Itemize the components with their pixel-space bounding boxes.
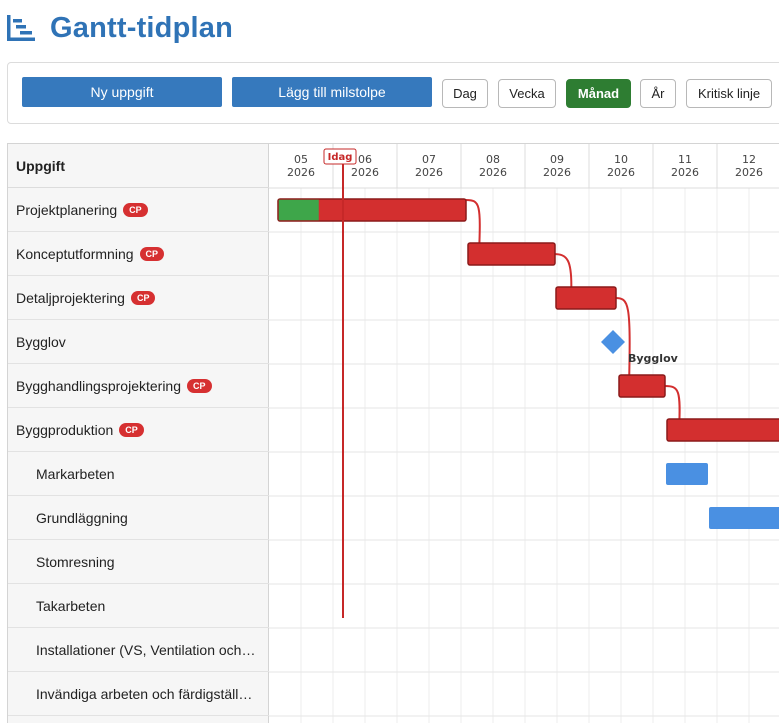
task-row[interactable]: Projektplanering CP (8, 188, 269, 232)
task-name: Projektplanering (16, 201, 118, 218)
year-label: 2026 (735, 166, 763, 179)
page-title: Gantt-tidplan (50, 11, 234, 44)
view-day-button[interactable]: Dag (442, 79, 488, 108)
progress-fill (278, 199, 319, 221)
task-bar-detaljprojektering[interactable] (555, 286, 617, 310)
task-row[interactable]: Stomresning (8, 540, 269, 584)
task-row[interactable]: Konceptutformning CP (8, 232, 269, 276)
view-month-button[interactable]: Månad (566, 79, 631, 108)
month-label: 10 (614, 153, 628, 166)
today-marker (323, 148, 357, 165)
month-label: 07 (422, 153, 436, 166)
month-label: 05 (294, 153, 308, 166)
month-label: 12 (742, 153, 756, 166)
task-row[interactable]: Bygghandlingsprojektering CP (8, 364, 269, 408)
new-task-button[interactable]: Ny uppgift (22, 77, 222, 107)
month-label: 06 (358, 153, 372, 166)
task-name: Bygghandlingsprojektering (16, 377, 181, 394)
today-label: Idag (328, 152, 353, 163)
task-name: Detaljprojektering (16, 289, 125, 306)
view-week-button[interactable]: Vecka (498, 79, 556, 108)
page-header: Gantt-tidplan (6, 8, 233, 48)
year-label: 2026 (479, 166, 507, 179)
year-label: 2026 (287, 166, 315, 179)
task-row[interactable]: Markarbeten (8, 452, 269, 496)
task-row[interactable]: Detaljprojektering CP (8, 276, 269, 320)
task-row[interactable]: Grundläggning (8, 496, 269, 540)
year-label: 2026 (543, 166, 571, 179)
task-name: Takarbeten (36, 597, 106, 614)
task-bar-byggproduktion[interactable] (666, 418, 779, 442)
year-label: 2026 (671, 166, 699, 179)
gantt-chart-icon (7, 15, 35, 41)
critical-path-button[interactable]: Kritisk linje (686, 79, 772, 108)
task-name: Invändiga arbeten och färdigställande (36, 685, 258, 702)
task-bar-bygghandlingsprojektering[interactable] (618, 374, 666, 398)
task-row[interactable]: Takarbeten (8, 584, 269, 628)
task-list: Uppgift Projektplanering CP Konceptutformn… (8, 144, 269, 723)
task-bar-konceptutformning[interactable] (467, 242, 556, 266)
year-label: 2026 (607, 166, 635, 179)
dependency-arrow (614, 297, 631, 387)
task-name: Grundläggning (36, 509, 128, 526)
task-column-header: Uppgift (8, 144, 269, 188)
task-bar-projektplanering[interactable] (277, 198, 467, 222)
critical-path-badge: CP (130, 290, 156, 305)
month-label: 08 (486, 153, 500, 166)
timeline-chart: 0520260620260720260820260920261020261120… (269, 144, 779, 723)
task-name: Bygglov (16, 333, 66, 350)
year-label: 2026 (415, 166, 443, 179)
add-milestone-button[interactable]: Lägg till milstolpe (232, 77, 432, 107)
task-name: Installationer (VS, Ventilation och El) (36, 641, 258, 658)
toolbar: Ny uppgift Lägg till milstolpe Dag Vecka… (7, 62, 779, 124)
year-label: 2026 (351, 166, 379, 179)
task-row[interactable]: Invändiga arbeten och färdigställande (8, 672, 269, 716)
view-year-button[interactable]: År (640, 79, 676, 108)
critical-path-badge: CP (139, 246, 165, 261)
task-name: Markarbeten (36, 465, 115, 482)
task-name: Stomresning (36, 553, 115, 570)
milestone-label: Bygglov (628, 352, 679, 365)
task-bar-grundlaggning[interactable] (709, 507, 779, 529)
task-row[interactable]: Byggproduktion CP (8, 408, 269, 452)
task-name: Konceptutformning (16, 245, 134, 262)
critical-path-badge: CP (123, 202, 148, 217)
task-row[interactable]: Bygglov (8, 320, 269, 364)
critical-path-badge: CP (187, 378, 212, 393)
gantt-chart: Uppgift Projektplanering CP Konceptutformn… (7, 143, 779, 723)
task-row[interactable]: Installationer (VS, Ventilation och El) (8, 628, 269, 672)
month-label: 11 (678, 153, 692, 166)
task-bar-markarbeten[interactable] (666, 463, 708, 485)
milestone-bygglov[interactable] (601, 330, 625, 354)
task-name: Byggproduktion (16, 421, 114, 438)
month-label: 09 (550, 153, 564, 166)
critical-path-badge: CP (119, 422, 144, 437)
dependency-arrow (465, 199, 481, 255)
